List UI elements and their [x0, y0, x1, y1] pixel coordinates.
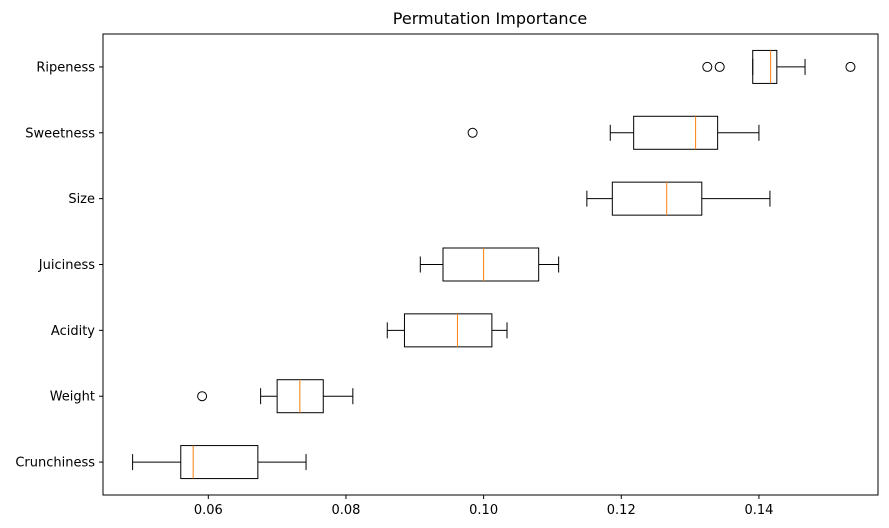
outlier-sweetness-0 [467, 127, 478, 138]
x-tick-label-3: 0.12 [607, 503, 636, 518]
outlier-weight-0 [197, 391, 208, 402]
box-crunchiness [180, 445, 259, 480]
y-tick-label-ripeness: Ripeness [36, 60, 95, 75]
x-tick-label-0: 0.06 [194, 503, 223, 518]
outlier-ripeness-2 [845, 61, 856, 72]
y-tick-label-size: Size [68, 192, 95, 207]
plot-frame [102, 33, 879, 496]
box-acidity [403, 313, 493, 348]
chart-title: Permutation Importance [393, 9, 587, 28]
boxes-layer [132, 49, 856, 480]
box-group-ripeness [702, 49, 856, 84]
box-ripeness [752, 49, 778, 84]
box-group-crunchiness [132, 445, 307, 480]
y-tick-label-sweetness: Sweetness [25, 126, 95, 141]
x-tick-label-1: 0.08 [331, 503, 360, 518]
box-juiciness [442, 247, 540, 282]
outlier-ripeness-0 [702, 61, 713, 72]
y-tick-label-crunchiness: Crunchiness [15, 456, 95, 471]
y-tick-label-juiciness: Juiciness [38, 258, 95, 273]
box-sweetness [633, 115, 719, 150]
box-group-sweetness [467, 115, 760, 150]
box-group-acidity [386, 313, 508, 348]
y-tick-label-weight: Weight [50, 390, 95, 405]
outlier-ripeness-1 [714, 61, 725, 72]
x-tick-label-4: 0.14 [744, 503, 773, 518]
box-group-juiciness [419, 247, 560, 282]
ticks-layer: Crunchiness Weight Acidity Juiciness Size Swe… [15, 60, 773, 518]
box-group-size [586, 181, 771, 216]
x-tick-label-2: 0.10 [469, 503, 498, 518]
box-group-weight [197, 379, 354, 414]
y-tick-label-acidity: Acidity [51, 324, 95, 339]
box-size [611, 181, 703, 216]
